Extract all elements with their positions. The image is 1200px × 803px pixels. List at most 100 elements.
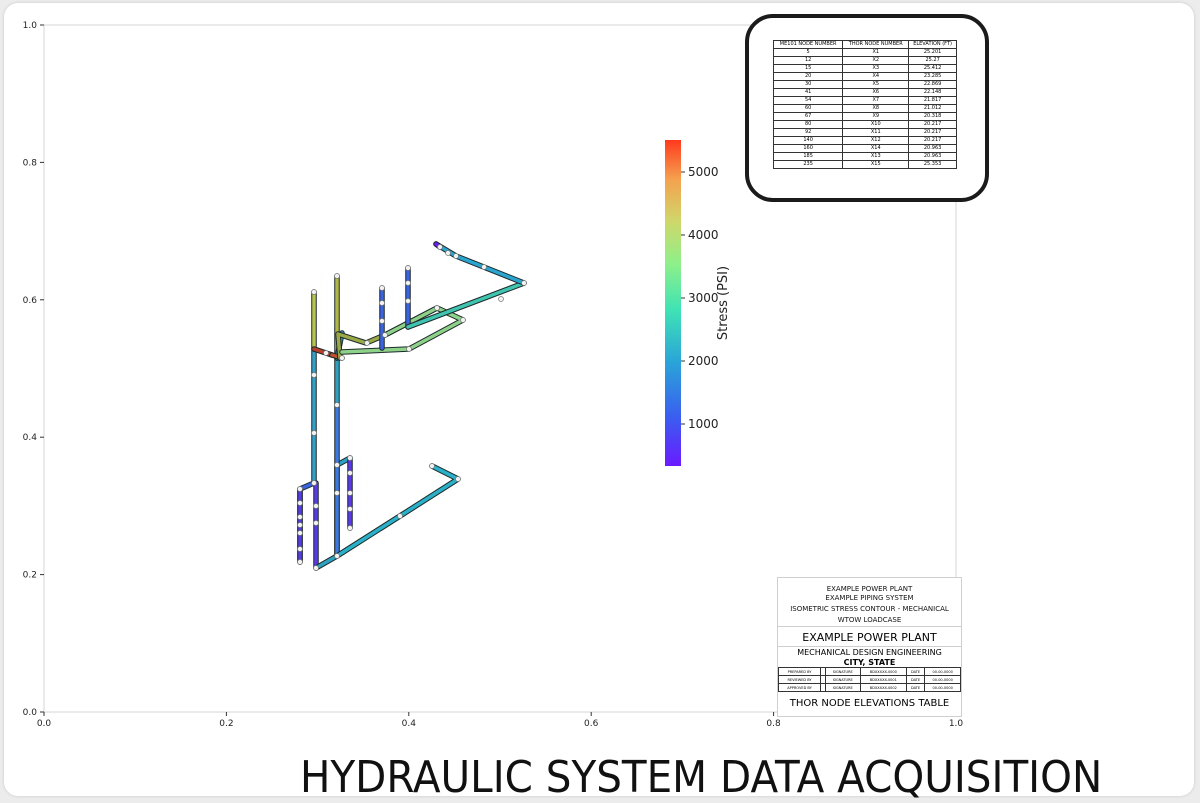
pipe-node xyxy=(297,522,303,528)
pipe-node xyxy=(311,430,317,436)
x-tick-label: 0.0 xyxy=(37,719,52,729)
banner-title: HYDRAULIC SYSTEM DATA ACQUISITION xyxy=(300,752,1103,803)
table-cell: 140 xyxy=(772,136,844,145)
pipe-node xyxy=(347,455,353,461)
signature-cell: DATE xyxy=(905,667,926,676)
pipe-node xyxy=(334,402,340,408)
table-cell: 21.817 xyxy=(908,96,957,105)
system-name-line: EXAMPLE PIPING SYSTEM xyxy=(825,594,914,602)
pipe-node xyxy=(334,553,340,559)
table-cell: 5 xyxy=(772,48,844,57)
title-block-header: EXAMPLE POWER PLANT EXAMPLE PIPING SYSTE… xyxy=(778,585,961,625)
x-tick-label: 1.0 xyxy=(949,719,964,729)
table-cell: X13 xyxy=(842,152,910,161)
table-cell: 41 xyxy=(772,88,844,97)
y-tick-label: 0.8 xyxy=(23,158,38,168)
table-cell: X14 xyxy=(842,144,910,153)
pipe-nodes xyxy=(297,244,527,571)
signature-cell: SIGNATURE xyxy=(824,667,861,676)
piping-stress-plot: 0.0 0.2 0.4 0.6 0.8 1.0 0.0 0.2 0.4 0.6 0.8 1.0 10… xyxy=(23,21,964,729)
pipe-node xyxy=(334,462,340,468)
pipe-node xyxy=(453,253,459,259)
colorbar-tick-label: 5000 xyxy=(688,165,719,179)
pipe-node xyxy=(429,463,435,469)
pipe-node xyxy=(521,280,527,286)
table-cell: X12 xyxy=(842,136,910,145)
table-header-row: ME101 NODE NUMBER THOR NODE NUMBER ELEVA… xyxy=(772,40,957,49)
signature-cell: REVIEWED BY xyxy=(777,675,822,684)
colorbar-tick-label: 2000 xyxy=(688,354,719,368)
node-elevation-table-callout: ME101 NODE NUMBER THOR NODE NUMBER ELEVA… xyxy=(745,14,989,202)
pipe-node xyxy=(347,470,353,476)
column-header: ME101 NODE NUMBER xyxy=(772,40,844,49)
plot-area xyxy=(43,24,957,713)
table-row: 12 X2 25.27 xyxy=(772,56,957,65)
table-cell: 235 xyxy=(772,160,844,169)
drawing-name-line: ISOMETRIC STRESS CONTOUR - MECHANICAL xyxy=(790,605,949,613)
y-tick-label: 0.0 xyxy=(23,708,38,718)
signature-cell: BDXXXXX-0000 xyxy=(859,667,907,676)
table-cell: X3 xyxy=(842,64,910,73)
figure-frame: 0.0 0.2 0.4 0.6 0.8 1.0 0.0 0.2 0.4 0.6 0.8 1.0 10… xyxy=(4,3,1194,803)
table-row: 54 X7 21.817 xyxy=(772,96,957,105)
table-cell: 20.963 xyxy=(908,144,957,153)
pipe-node xyxy=(455,476,461,482)
pipe-node xyxy=(347,525,353,531)
table-cell: 30 xyxy=(772,80,844,89)
pipe-segment xyxy=(336,332,387,360)
pipe-node xyxy=(313,503,319,509)
table-cell: X2 xyxy=(842,56,910,65)
signature-cell: 00-00-0000 xyxy=(924,667,961,676)
x-tick-label: 0.8 xyxy=(766,719,781,729)
colorbar-tick-label: 1000 xyxy=(688,417,719,431)
pipe-node xyxy=(339,355,345,361)
city-state: CITY, STATE xyxy=(843,658,896,667)
table-cell: 25.27 xyxy=(908,56,957,65)
signature-cell: BDXXXXX-0001 xyxy=(859,675,907,684)
pipe-node xyxy=(481,264,487,270)
pipe-node xyxy=(313,520,319,526)
x-tick-label: 0.4 xyxy=(402,719,417,729)
divider xyxy=(778,646,961,647)
colorbar-tick-label: 3000 xyxy=(688,291,719,305)
table-cell: X4 xyxy=(842,72,910,81)
pipe-node xyxy=(364,340,370,346)
table-cell: 20.318 xyxy=(908,112,957,121)
table-cell: 20.217 xyxy=(908,136,957,145)
pipe-node xyxy=(311,289,317,295)
pipe-node xyxy=(406,346,412,352)
pipe-node xyxy=(347,506,353,512)
pipe-node xyxy=(334,273,340,279)
table-row: 160 X14 20.963 xyxy=(772,144,957,153)
table-row: 67 X9 20.318 xyxy=(772,112,957,121)
pipe-segment xyxy=(406,281,526,329)
table-row: 140 X12 20.217 xyxy=(772,136,957,145)
pipe-node xyxy=(382,332,388,338)
signature-row: APPROVED BY SIGNATURE BDXXXXX-0002 DATE 00-0… xyxy=(777,683,961,692)
signature-cell: PREPARED BY xyxy=(777,667,822,676)
table-cell: 80 xyxy=(772,120,844,129)
title-block-caption: THOR NODE ELEVATIONS TABLE xyxy=(789,698,950,709)
column-header: THOR NODE NUMBER xyxy=(842,40,910,49)
signature-cell: 00-00-0000 xyxy=(924,683,961,692)
colorbar xyxy=(665,140,681,466)
divider xyxy=(778,626,961,627)
node-elevation-table: ME101 NODE NUMBER THOR NODE NUMBER ELEVA… xyxy=(772,40,957,169)
y-tick-label: 0.2 xyxy=(23,571,37,581)
pipe-node xyxy=(437,244,443,250)
table-cell: X7 xyxy=(842,96,910,105)
pipe-segment xyxy=(335,464,460,558)
table-cell: 67 xyxy=(772,112,844,121)
pipe-node xyxy=(297,514,303,520)
table-cell: 15 xyxy=(772,64,844,73)
pipe-node xyxy=(405,265,411,271)
table-cell: X1 xyxy=(842,48,910,57)
pipe-node xyxy=(434,305,440,311)
x-axis-ticks: 0.0 0.2 0.4 0.6 0.8 1.0 xyxy=(37,712,964,729)
table-cell: X10 xyxy=(842,120,910,129)
pipe-node xyxy=(405,298,411,304)
table-cell: 22.869 xyxy=(908,80,957,89)
table-cell: 20.217 xyxy=(908,120,957,129)
table-row: 80 X10 20.217 xyxy=(772,120,957,129)
table-cell: 25.201 xyxy=(908,48,957,57)
